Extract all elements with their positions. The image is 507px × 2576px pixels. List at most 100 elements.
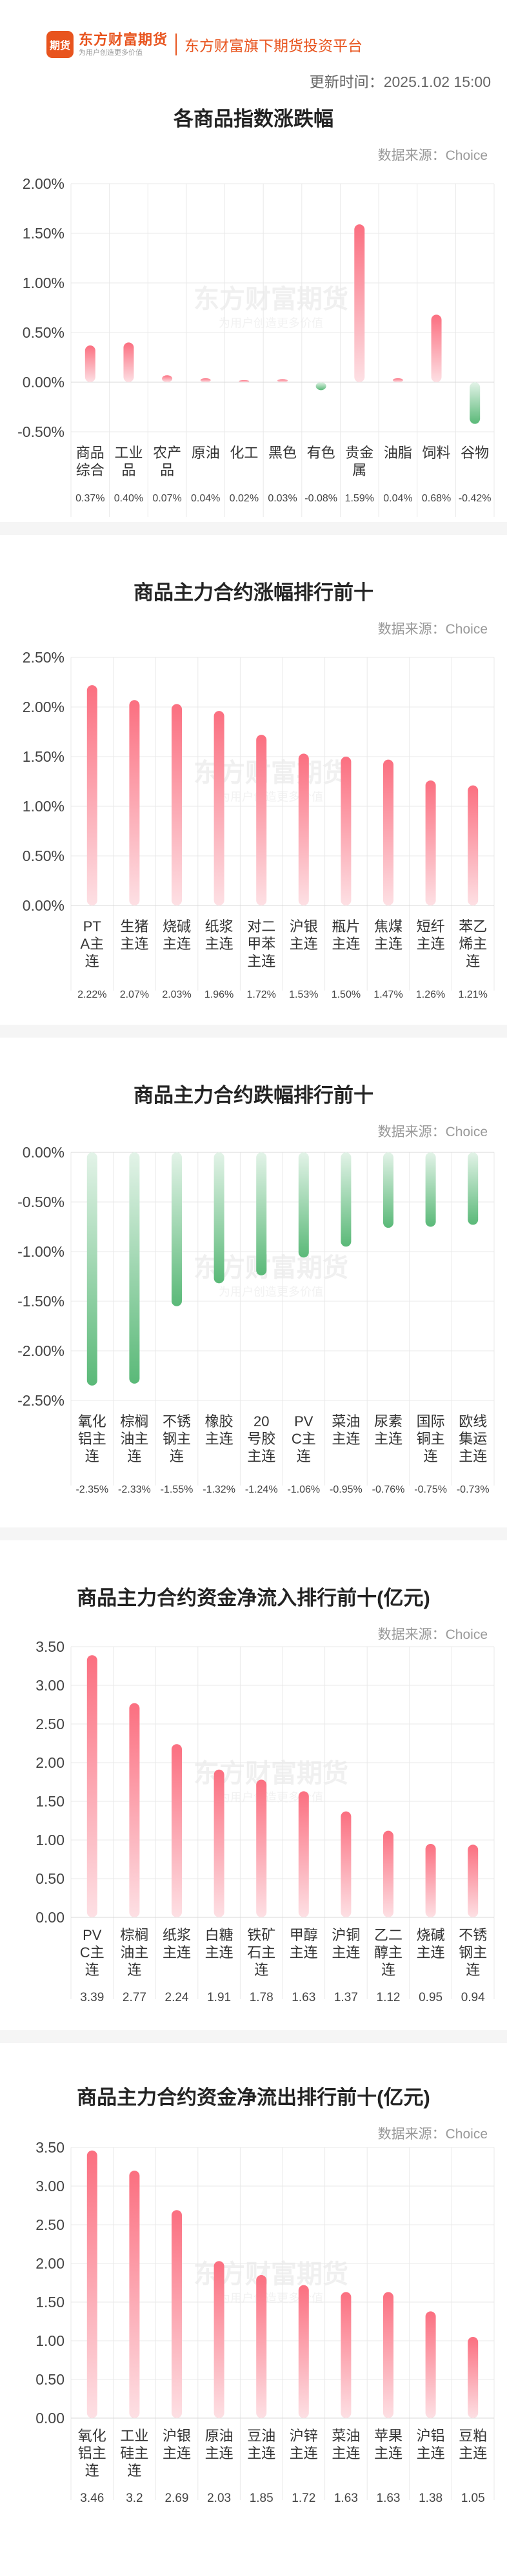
x-tick-label: 连 [381,1962,395,1978]
x-tick-label: 谷物 [461,445,489,461]
x-tick-label: 烯主 [459,936,487,952]
data-label: 1.47% [373,989,403,1000]
bar-0 [86,685,97,905]
section-divider [0,1527,507,1540]
x-tick-label: 农产 [153,445,181,461]
x-tick-label: 连 [297,1448,311,1464]
x-tick-label: 贵金 [345,445,373,461]
y-tick-label: 2.00% [23,699,65,715]
y-tick-label: 1.50% [23,225,65,242]
x-tick-label: 铝主 [78,2445,106,2461]
x-tick-label: 豆油 [247,2428,275,2444]
x-tick-label: 主连 [374,936,403,952]
data-label: -0.95% [330,1484,363,1495]
x-tick-label: 钢主 [459,1944,487,1961]
data-label: 0.04% [383,493,412,504]
data-label: 0.40% [114,493,143,504]
x-tick-label: 主连 [205,2445,234,2461]
data-label: 1.63 [292,1991,315,2004]
bar-3 [214,1152,224,1284]
bar-9 [468,1152,479,1225]
x-tick-label: 饲料 [422,445,451,461]
bar-1 [129,700,140,905]
x-tick-label: 沪锌 [290,2428,318,2444]
bar-9 [468,2337,479,2418]
section-divider [0,522,507,535]
data-label: -2.33% [118,1484,151,1495]
data-label: 1.12 [377,1991,401,2004]
y-tick-label: 2.00 [35,1754,65,1771]
x-tick-label: 品 [121,462,135,478]
y-tick-label: -2.50% [17,1392,65,1409]
x-tick-label: PT [83,918,101,935]
watermark-slogan: 为用户创造更多价值 [219,791,323,804]
x-tick-label: 主连 [332,1431,360,1447]
data-label: -0.42% [459,493,492,504]
x-tick-label: 主连 [205,1431,234,1447]
logo-slogan: 为用户创造更多价值 [79,49,143,57]
data-label: 1.91 [207,1991,231,2004]
data-label: 1.38 [419,2492,442,2505]
x-tick-label: 棕榈 [120,1927,148,1943]
y-tick-label: 1.00% [23,275,65,291]
x-tick-label: 连 [127,1962,141,1978]
x-tick-label: 主连 [290,936,318,952]
x-tick-label: 主连 [205,936,234,952]
x-tick-label: 化工 [230,445,258,461]
x-tick-label: 连 [127,2463,141,2479]
bar-4 [239,380,250,382]
x-tick-label: 20 [254,1413,269,1429]
y-tick-label: 3.00 [35,2178,65,2194]
x-tick-label: C主 [292,1431,316,1447]
data-label: -0.73% [457,1484,490,1495]
bar-6 [341,757,352,905]
bar-1 [129,1703,140,1917]
x-tick-label: 铝主 [78,1431,106,1447]
update-time: 更新时间：2025.1.02 15:00 [309,73,491,90]
chart-title: 商品主力合约涨幅排行前十 [134,581,373,604]
x-tick-label: 沪银 [290,918,318,935]
x-tick-label: 对二 [247,918,275,935]
bar-2 [162,375,173,382]
x-tick-label: 苯乙 [459,918,487,935]
y-tick-label: 0.00 [35,1909,65,1926]
x-tick-label: 连 [254,1962,268,1978]
x-tick-label: 瓶片 [332,918,360,935]
y-tick-label: -1.50% [17,1293,65,1310]
bar-6 [341,2292,352,2418]
y-tick-label: 0.50 [35,2371,65,2388]
x-tick-label: 焦煤 [374,918,403,935]
x-tick-label: 主连 [290,2445,318,2461]
data-label: -1.55% [161,1484,194,1495]
bar-3 [200,378,211,382]
x-tick-label: 白糖 [205,1927,234,1943]
brand-logo[interactable]: 期货 东方财富期货 为用户创造更多价值 东方财富旗下期货投资平台 [46,31,363,58]
data-label: 1.53% [289,989,318,1000]
x-tick-label: 油主 [120,1944,148,1961]
bar-4 [256,2275,267,2418]
x-tick-label: 原油 [205,2428,234,2444]
bar-7 [354,224,365,382]
bar-9 [468,785,479,905]
data-label: 1.72 [292,2492,315,2505]
logo-divider [175,34,177,55]
x-tick-label: 商品 [76,445,104,461]
x-tick-label: 欧线 [459,1413,487,1429]
bar-5 [298,753,309,905]
data-label: 3.39 [80,1991,104,2004]
y-tick-label: -2.00% [17,1342,65,1359]
x-tick-label: 钢主 [163,1431,191,1447]
source-note: 数据来源：Choice [378,1627,488,1642]
y-tick-label: 1.50 [35,1793,65,1810]
y-tick-label: 1.00% [23,798,65,815]
x-tick-label: 铜主 [417,1431,445,1447]
bar-2 [172,1152,182,1306]
bar-3 [214,2261,224,2418]
x-tick-label: 连 [85,1962,99,1978]
data-label: 3.46 [80,2492,104,2505]
x-tick-label: 不锈 [163,1413,191,1429]
source-note: 数据来源：Choice [378,622,488,637]
watermark-slogan: 为用户创造更多价值 [219,1791,323,1804]
x-tick-label: 菜油 [332,2428,360,2444]
data-label: 1.72% [247,989,276,1000]
